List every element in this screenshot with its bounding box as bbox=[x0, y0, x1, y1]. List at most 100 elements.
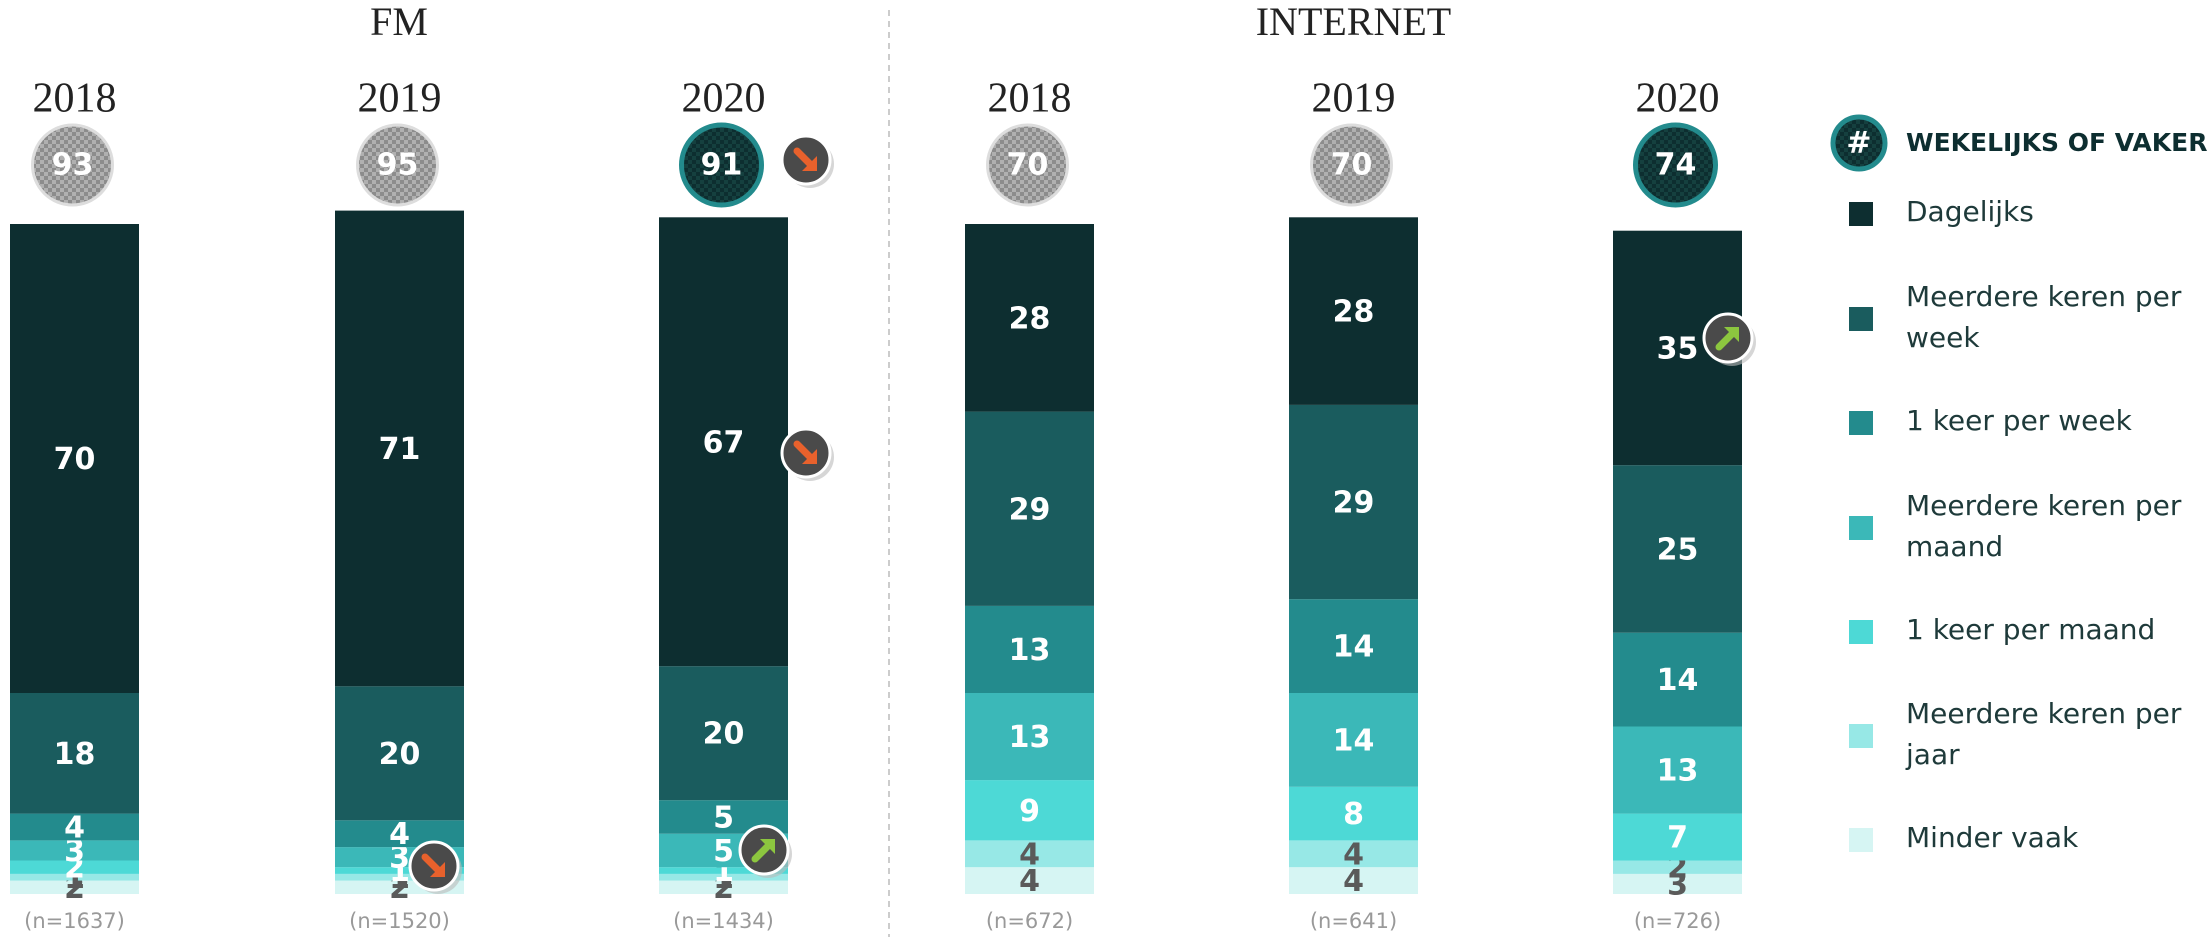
data-label: 4 bbox=[1343, 864, 1364, 899]
sample-size: (n=1637) bbox=[24, 909, 125, 933]
badge-value: 93 bbox=[52, 148, 94, 183]
legend-label: Minder vaak bbox=[1906, 821, 2079, 854]
bar-segment bbox=[10, 813, 139, 841]
badge bbox=[1633, 122, 1718, 208]
bar-segment bbox=[1613, 632, 1742, 727]
bar-segment bbox=[1289, 693, 1418, 787]
legend-label: 1 keer per maand bbox=[1906, 613, 2155, 646]
bar-segment bbox=[1289, 599, 1418, 693]
group-title: INTERNET bbox=[1256, 0, 1452, 44]
sample-size: (n=726) bbox=[1634, 909, 1721, 933]
legend-badge-title: WEKELIJKS OF VAKER bbox=[1906, 128, 2207, 157]
trend-down-icon bbox=[782, 429, 830, 477]
badge-value: 70 bbox=[1331, 148, 1373, 183]
trend-up-icon bbox=[740, 826, 788, 874]
legend-swatch bbox=[1849, 411, 1873, 435]
sample-size: (n=672) bbox=[986, 909, 1073, 933]
bar-segment bbox=[1613, 465, 1742, 633]
bar-segment bbox=[965, 867, 1094, 894]
bar-segment bbox=[335, 873, 464, 881]
bar-segment bbox=[1289, 786, 1418, 841]
data-label: 4 bbox=[1019, 837, 1040, 872]
legend-badge-symbol: # bbox=[1846, 126, 1871, 161]
year-label: 2020 bbox=[682, 76, 766, 122]
data-label: 14 bbox=[1333, 630, 1375, 665]
bar-segment bbox=[659, 880, 788, 894]
data-label: 70 bbox=[54, 442, 96, 477]
data-label: 14 bbox=[1333, 723, 1375, 758]
data-label: 28 bbox=[1009, 301, 1051, 336]
data-label: 4 bbox=[1343, 837, 1364, 872]
trend-icons bbox=[410, 136, 1756, 894]
badge-value: 95 bbox=[377, 148, 419, 183]
bar-segment bbox=[10, 873, 139, 881]
data-label: 4 bbox=[389, 817, 410, 852]
data-label: 25 bbox=[1657, 532, 1699, 567]
data-label: 4 bbox=[1019, 864, 1040, 899]
data-label: 8 bbox=[1343, 797, 1364, 832]
bar-segment bbox=[1289, 404, 1418, 600]
bar-segment bbox=[1613, 860, 1742, 874]
data-label: 28 bbox=[1333, 295, 1375, 330]
group-title: FM bbox=[370, 0, 428, 44]
data-label: 29 bbox=[1333, 486, 1375, 521]
data-label: 3 bbox=[1667, 867, 1688, 902]
bar-segment bbox=[10, 693, 139, 814]
data-label: 14 bbox=[1657, 663, 1699, 698]
bar-segment bbox=[10, 224, 139, 693]
legend-swatch bbox=[1849, 307, 1873, 331]
bar-segment bbox=[659, 217, 788, 667]
bar-segment bbox=[1613, 813, 1742, 861]
data-label: 67 bbox=[703, 425, 745, 460]
badge-value: 91 bbox=[701, 148, 743, 183]
year-label: 2019 bbox=[358, 76, 442, 122]
legend-badge bbox=[1830, 114, 1888, 172]
year-label: 2018 bbox=[988, 76, 1072, 122]
bar-segment bbox=[335, 686, 464, 821]
badge bbox=[679, 122, 764, 208]
plot: FM INTERNET201893212341870(n=1637)2019952… bbox=[10, 0, 2207, 933]
trend-down-icon bbox=[410, 842, 458, 890]
badge-value: 74 bbox=[1655, 148, 1697, 183]
legend-swatch bbox=[1849, 828, 1873, 852]
bar-segment bbox=[965, 840, 1094, 868]
trend-down-icon bbox=[782, 136, 830, 184]
year-label: 2019 bbox=[1312, 76, 1396, 122]
bar-segment bbox=[10, 880, 139, 894]
bar-segment bbox=[1289, 867, 1418, 894]
data-label: 13 bbox=[1009, 720, 1051, 755]
bar-segment bbox=[1289, 217, 1418, 405]
legend-swatch bbox=[1849, 620, 1873, 644]
badge bbox=[1310, 123, 1393, 207]
legend-label: Meerdere keren per week bbox=[1906, 280, 2182, 354]
bar-segment bbox=[1613, 726, 1742, 814]
data-label: 13 bbox=[1657, 754, 1699, 789]
year-label: 2018 bbox=[33, 76, 117, 122]
data-label: 18 bbox=[54, 737, 96, 772]
bar-segment bbox=[335, 867, 464, 874]
bar-segment bbox=[10, 840, 139, 861]
sample-size: (n=1434) bbox=[673, 909, 774, 933]
legend-label: Dagelijks bbox=[1906, 195, 2034, 228]
bar-segment bbox=[659, 666, 788, 801]
data-label: 7 bbox=[1667, 821, 1688, 856]
data-label: 13 bbox=[1009, 633, 1051, 668]
bar-segment bbox=[1289, 840, 1418, 868]
data-label: 35 bbox=[1657, 331, 1699, 366]
sample-size: (n=641) bbox=[1310, 909, 1397, 933]
legend-label: 1 keer per week bbox=[1906, 404, 2133, 437]
badge-value: 70 bbox=[1007, 148, 1049, 183]
data-label: 5 bbox=[713, 834, 734, 869]
data-label: 71 bbox=[379, 432, 421, 467]
badge bbox=[31, 123, 114, 207]
badge bbox=[986, 123, 1069, 207]
year-label: 2020 bbox=[1636, 76, 1720, 122]
bar-segment bbox=[10, 860, 139, 874]
data-label: 3 bbox=[389, 841, 410, 876]
legend-label: Meerdere keren per maand bbox=[1906, 489, 2182, 563]
badge bbox=[356, 123, 439, 207]
bar-segment bbox=[965, 605, 1094, 693]
data-label: 4 bbox=[64, 811, 85, 846]
data-label: 29 bbox=[1009, 492, 1051, 527]
